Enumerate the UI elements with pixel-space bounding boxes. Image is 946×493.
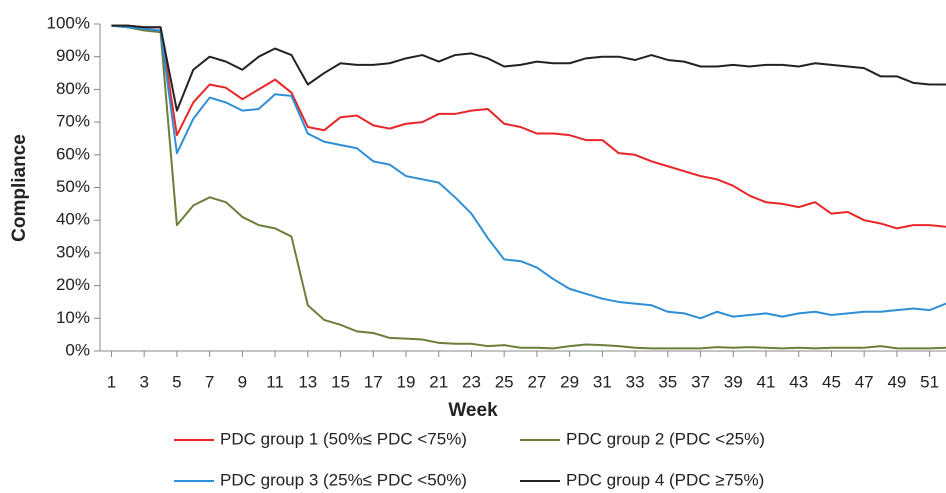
x-tick-label: 23 (462, 372, 481, 391)
y-tick-label: 30% (56, 242, 90, 261)
x-tick-label: 19 (397, 372, 416, 391)
series-line (111, 24, 946, 230)
legend-label: PDC group 2 (PDC <25%) (566, 429, 765, 448)
y-tick-label: 80% (56, 79, 90, 98)
y-axis-title: Compliance (9, 134, 30, 242)
y-tick-label: 40% (56, 210, 90, 229)
x-tick-label: 43 (789, 372, 808, 391)
legend-label: PDC group 3 (25%≤ PDC <50%) (220, 470, 467, 489)
x-tick-label: 9 (238, 372, 247, 391)
x-tick-label: 7 (205, 372, 214, 391)
series-line (111, 24, 946, 350)
x-tick-label: 33 (626, 372, 645, 391)
x-tick-label: 39 (724, 372, 743, 391)
y-tick-label: 10% (56, 308, 90, 327)
x-tick-label: 49 (887, 372, 906, 391)
x-tick-label: 3 (139, 372, 148, 391)
x-tick-label: 5 (172, 372, 181, 391)
series-line (111, 24, 946, 320)
x-tick-label: 41 (757, 372, 776, 391)
x-tick-label: 35 (658, 372, 677, 391)
x-tick-label: 25 (495, 372, 514, 391)
y-tick-label: 20% (56, 275, 90, 294)
y-tick-label: 0% (65, 340, 90, 359)
y-tick-label: 70% (56, 112, 90, 131)
x-tick-label: 21 (429, 372, 448, 391)
x-tick-label: 51 (920, 372, 939, 391)
y-tick-label: 50% (56, 177, 90, 196)
x-tick-label: 37 (691, 372, 710, 391)
x-tick-label: 29 (560, 372, 579, 391)
x-tick-label: 11 (266, 372, 284, 391)
x-tick-label: 31 (593, 372, 612, 391)
y-tick-label: 100% (47, 13, 90, 32)
series-line (111, 24, 946, 112)
x-tick-label: 1 (107, 372, 116, 391)
x-tick-label: 17 (364, 372, 383, 391)
x-tick-label: 13 (298, 372, 317, 391)
legend-label: PDC group 4 (PDC ≥75%) (566, 470, 764, 489)
legend-label: PDC group 1 (50%≤ PDC <75%) (220, 429, 467, 448)
y-tick-label: 90% (56, 46, 90, 65)
x-tick-label: 45 (822, 372, 841, 391)
x-tick-label: 47 (855, 372, 874, 391)
x-tick-label: 27 (527, 372, 546, 391)
y-tick-label: 60% (56, 144, 90, 163)
x-tick-label: 15 (331, 372, 350, 391)
x-axis-title: Week (448, 400, 498, 421)
